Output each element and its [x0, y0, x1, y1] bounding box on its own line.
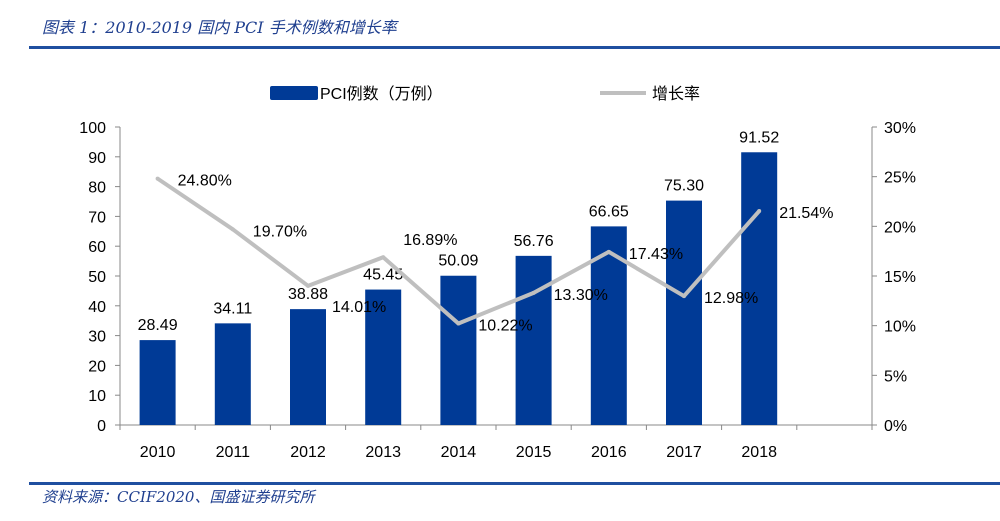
bar-data-label: 28.49: [138, 317, 178, 334]
line-data-label: 17.43%: [629, 246, 683, 263]
line-data-label: 12.98%: [704, 290, 758, 307]
bar-data-label: 75.30: [664, 178, 704, 195]
right-tick-label: 15%: [884, 269, 916, 286]
left-tick-label: 20: [88, 358, 106, 375]
bar-2016: [590, 226, 627, 425]
right-tick-label: 5%: [884, 368, 907, 385]
line-data-label: 19.70%: [253, 223, 307, 240]
line-data-label: 13.30%: [554, 287, 608, 304]
left-tick-label: 30: [88, 329, 106, 346]
bar-data-label: 34.11: [213, 300, 252, 317]
bar-2018: [741, 152, 778, 426]
title-rule: [29, 46, 1000, 49]
bar-2012: [290, 309, 326, 425]
right-tick-label: 30%: [884, 120, 916, 137]
left-tick-label: 0: [97, 418, 106, 435]
x-tick-label: 2013: [365, 444, 401, 461]
growth-point-2018: [757, 209, 762, 214]
x-tick-label: 2014: [441, 444, 477, 461]
growth-point-2016: [606, 249, 611, 254]
bar-2015: [515, 255, 552, 425]
growth-point-2014: [456, 321, 461, 326]
left-tick-label: 100: [79, 120, 106, 137]
growth-point-2017: [682, 294, 686, 299]
growth-point-2011: [230, 227, 235, 232]
legend-bar-swatch: [270, 86, 318, 100]
growth-point-2013: [381, 255, 386, 260]
right-tick-label: 25%: [884, 170, 916, 187]
bar-data-label: 66.65: [589, 203, 629, 220]
line-data-label: 10.22%: [478, 317, 532, 334]
x-tick-label: 2016: [591, 444, 627, 461]
legend-line-label: 增长率: [652, 85, 700, 103]
right-tick-label: 0%: [884, 418, 907, 435]
x-tick-label: 2017: [666, 444, 702, 461]
figure-title: 图表 1：2010-2019 国内 PCI 手术例数和增长率: [42, 18, 397, 37]
bar-2014: [440, 275, 477, 425]
bar-2013: [365, 289, 402, 425]
line-data-label: 24.80%: [178, 173, 232, 190]
left-tick-label: 70: [88, 209, 106, 226]
x-tick-label: 2018: [741, 444, 777, 461]
source-note: 资料来源：CCIF2020、国盛证券研究所: [42, 488, 315, 506]
line-data-label: 16.89%: [403, 232, 457, 249]
source-rule: [29, 482, 1000, 485]
legend-bar-label: PCI例数（万例）: [320, 85, 443, 103]
bar-2010: [139, 340, 176, 425]
line-data-label: 21.54%: [779, 205, 833, 222]
growth-point-2015: [531, 290, 536, 295]
bar-data-label: 56.76: [514, 233, 554, 250]
right-tick-label: 10%: [884, 319, 916, 336]
left-tick-label: 60: [88, 239, 106, 256]
bar-data-label: 50.09: [438, 253, 478, 270]
left-tick-label: 10: [88, 388, 106, 405]
x-tick-label: 2011: [216, 444, 251, 461]
growth-point-2010: [155, 176, 160, 181]
left-tick-label: 40: [88, 299, 106, 316]
bar-2011: [214, 323, 251, 425]
right-tick-label: 20%: [884, 219, 916, 236]
bar-data-label: 38.88: [288, 286, 328, 303]
left-tick-label: 80: [88, 180, 106, 197]
growth-point-2012: [306, 283, 310, 288]
bar-data-label: 91.52: [739, 129, 779, 146]
x-tick-label: 2015: [516, 444, 552, 461]
bar-2017: [666, 200, 702, 425]
left-tick-label: 50: [88, 269, 106, 286]
line-data-label: 14.01%: [332, 299, 386, 316]
left-tick-label: 90: [88, 150, 106, 167]
x-tick-label: 2010: [140, 444, 176, 461]
bar-data-label: 45.45: [363, 267, 403, 284]
x-tick-label: 2012: [290, 444, 326, 461]
